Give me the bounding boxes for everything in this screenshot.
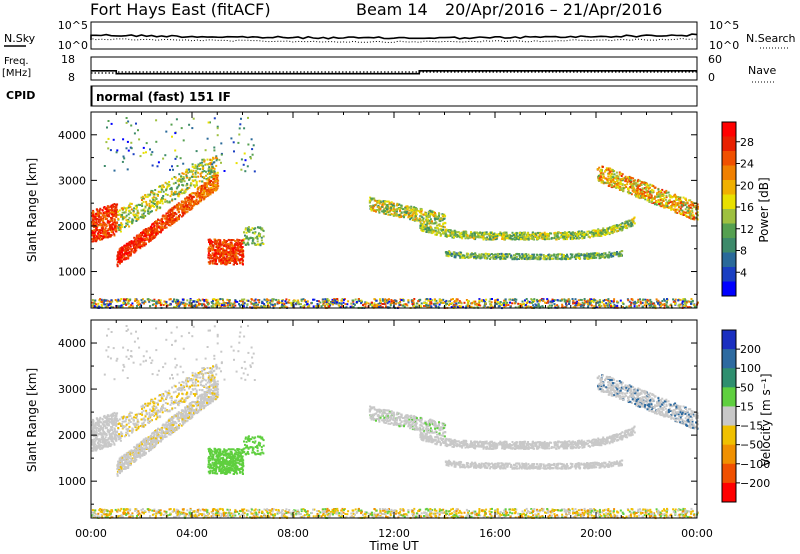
date-range: 20/Apr/2016 – 21/Apr/2016 [445, 0, 662, 19]
cpid-panel: CPID normal (fast) 151 IF [6, 85, 698, 107]
velocity-ylabel: Slant Range [km] [25, 368, 39, 472]
x-axis-label: Time UT [368, 539, 419, 553]
y-tick-label: 3000 [58, 174, 86, 187]
y-tick-label: 1000 [58, 266, 86, 279]
power-panel: 1000 2000 3000 4000 Slant Range [km] [25, 111, 699, 310]
x-tick-label: 00:00 [681, 527, 713, 540]
y-tick-label: 2000 [58, 220, 86, 233]
colorbar-swatch [722, 330, 736, 350]
beam-label: Beam 14 [356, 0, 428, 19]
colorbar-tick-label: 28 [740, 136, 754, 149]
nave-trace [91, 71, 697, 74]
colorbar-swatch [722, 122, 736, 137]
freq-unit: [MHz] [2, 68, 31, 79]
colorbar-swatch [722, 180, 736, 195]
colorbar-tick-label: −50 [740, 439, 763, 452]
colorbar-tick-label: 100 [740, 362, 761, 375]
x-tick-labels: 00:00 04:00 08:00 12:00 16:00 20:00 00:00 [75, 527, 713, 540]
nsearch-tick-top: 10^5 [709, 19, 739, 32]
colorbar-swatch [722, 444, 736, 465]
y-tick-label: 1000 [58, 475, 86, 488]
colorbar-swatch [722, 136, 736, 152]
velocity-data [91, 324, 699, 520]
nave-tick-bottom: 0 [708, 71, 715, 84]
colorbar-swatch [722, 425, 736, 446]
x-tick-label: 08:00 [277, 527, 309, 540]
x-tick-label: 12:00 [378, 527, 410, 540]
colorbar-swatch [722, 267, 736, 282]
x-tick-label: 20:00 [580, 527, 612, 540]
power-data [91, 116, 699, 310]
colorbar-swatch [722, 151, 736, 166]
colorbar-tick-label: 4 [740, 266, 747, 279]
nsky-trace [90, 33, 698, 40]
nsky-tick-bottom: 10^0 [58, 39, 88, 52]
y-tick-label: 4000 [58, 129, 86, 142]
freq-trace [91, 70, 697, 75]
freq-panel: 18 8 60 0 Freq. [MHz] Nave [2, 53, 776, 84]
x-tick-label: 16:00 [479, 527, 511, 540]
y-tick-label: 2000 [58, 429, 86, 442]
colorbar-swatch [722, 406, 736, 427]
nave-tick-top: 60 [708, 53, 722, 66]
colorbar-tick-label: 20 [740, 179, 754, 192]
colorbar-swatch [722, 165, 736, 181]
y-tick-label: 4000 [58, 337, 86, 350]
power-colorbar: Power [dB] 28 24 20 16 12 8 4 [721, 121, 771, 297]
y-tick-label: 3000 [58, 383, 86, 396]
colorbar-swatch [722, 238, 736, 253]
colorbar-swatch [722, 463, 736, 484]
colorbar-swatch [722, 209, 736, 224]
velocity-colorbar: Velocity [m s⁻¹] 200 100 50 15 −15 −50 −100 −20… [721, 329, 773, 503]
colorbar-tick-label: −100 [740, 458, 770, 471]
colorbar-swatch [722, 252, 736, 268]
nsky-tick-top: 10^5 [58, 19, 88, 32]
nsky-panel: 10^5 10^0 10^5 10^0 N.Sky N.Search [4, 19, 796, 52]
x-tick-label: 04:00 [176, 527, 208, 540]
cpid-label: CPID [6, 89, 35, 102]
colorbar-swatch [722, 349, 736, 369]
colorbar-tick-label: 200 [740, 343, 761, 356]
colorbar-tick-label: 8 [740, 245, 747, 258]
freq-tick-top: 18 [61, 53, 75, 66]
velocity-colorbar-label: Velocity [m s⁻¹] [759, 373, 773, 466]
power-ylabel: Slant Range [km] [25, 158, 39, 262]
nsearch-trace [90, 37, 698, 44]
colorbar-tick-label: 12 [740, 223, 754, 236]
plot-title: Fort Hays East (fitACF) [90, 0, 271, 19]
colorbar-swatch [722, 387, 736, 407]
colorbar-swatch [722, 368, 736, 388]
nsearch-tick-bottom: 10^0 [709, 39, 739, 52]
nave-label: Nave [748, 64, 776, 77]
freq-label: Freq. [4, 56, 29, 67]
nsearch-label: N.Search [746, 32, 796, 45]
colorbar-tick-label: −15 [740, 420, 763, 433]
colorbar-tick-label: 15 [740, 400, 754, 413]
cpid-value: normal (fast) 151 IF [96, 90, 231, 104]
power-colorbar-label: Power [dB] [757, 177, 771, 242]
colorbar-tick-label: 16 [740, 201, 754, 214]
nsky-label: N.Sky [4, 32, 36, 45]
colorbar-swatch [722, 482, 736, 503]
freq-tick-bottom: 8 [68, 71, 75, 84]
colorbar-swatch [722, 223, 736, 239]
colorbar-tick-label: −200 [740, 477, 770, 490]
x-tick-label: 00:00 [75, 527, 107, 540]
colorbar-swatch [722, 194, 736, 210]
colorbar-tick-label: 24 [740, 158, 754, 171]
velocity-panel: 1000 2000 3000 4000 Slant Range [km] [25, 319, 699, 520]
colorbar-swatch [722, 281, 736, 297]
colorbar-tick-label: 50 [740, 381, 754, 394]
